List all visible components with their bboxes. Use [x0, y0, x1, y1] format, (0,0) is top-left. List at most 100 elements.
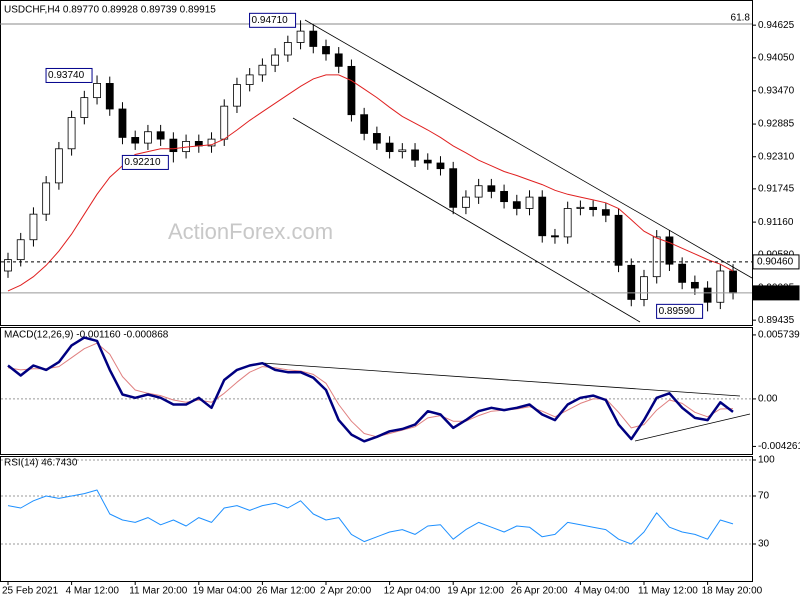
channel-line	[292, 117, 641, 323]
candle-body	[334, 53, 343, 67]
x-tick-label: 4 Mar 12:00	[66, 586, 120, 597]
callout-label: 0.94710	[252, 15, 289, 26]
y-tick-label: 0.91160	[758, 217, 794, 228]
x-tick-label: 11 May 12:00	[638, 586, 698, 597]
candle-body	[258, 64, 267, 76]
chart-title: USDCHF,H4 0.89770 0.89928 0.89739 0.8991…	[4, 5, 216, 16]
candle-body	[144, 131, 152, 144]
y-tick-label: 0.93470	[758, 85, 795, 96]
candle-body	[512, 201, 521, 209]
candle-body	[360, 114, 369, 134]
candle-body	[551, 235, 559, 238]
y-tick-label: 0.005739	[758, 330, 800, 341]
candle-body	[627, 264, 636, 300]
candle-body	[538, 196, 547, 237]
price-panel	[0, 0, 753, 326]
candle-body	[398, 149, 407, 153]
candle-body	[500, 191, 508, 203]
candle-body	[309, 30, 318, 47]
candle-body	[54, 148, 63, 184]
x-tick-label: 19 Apr 12:00	[447, 586, 504, 597]
candle-body	[131, 137, 140, 144]
macd-title: MACD(12,26,9) -0.001160 -0.000868	[4, 330, 169, 341]
candle-body	[220, 105, 229, 140]
candle-body	[29, 213, 38, 241]
level-label: 0.90460	[757, 257, 794, 268]
callout-box	[45, 67, 93, 83]
level-box	[752, 254, 800, 270]
x-tick-label: 11 Mar 20:00	[129, 586, 188, 597]
y-tick-label: 0.92310	[758, 151, 795, 162]
candle-body	[462, 196, 470, 208]
x-tick-label: 25 Feb 2021	[2, 586, 59, 597]
macd-panel	[0, 327, 753, 455]
y-tick-label: 100	[758, 455, 775, 466]
y-tick-label: 0.00	[758, 394, 778, 405]
candle-body	[690, 281, 699, 289]
candle-body	[118, 108, 127, 138]
callout-box	[656, 303, 704, 319]
candle-body	[576, 206, 585, 209]
candle-body	[80, 97, 89, 118]
candle-body	[716, 270, 725, 303]
y-tick-label: 0.92885	[758, 119, 795, 130]
y-tick-label: 30	[758, 539, 770, 550]
x-tick-label: 12 Apr 04:00	[384, 586, 441, 597]
x-tick-label: 26 Apr 20:00	[511, 586, 568, 597]
callout-box	[121, 154, 169, 170]
candle-body	[411, 149, 419, 161]
candle-body	[729, 270, 737, 294]
watermark: ActionForex.com	[168, 219, 333, 244]
candle-body	[589, 206, 598, 211]
candle-body	[614, 214, 623, 266]
candle-body	[322, 46, 330, 55]
candle-body	[283, 42, 292, 56]
rsi-panel	[0, 456, 753, 582]
y-tick-label: 0.94050	[758, 52, 795, 63]
callout-label: 0.93740	[48, 70, 85, 81]
indicator-line	[7, 336, 734, 443]
candle-body	[207, 138, 216, 147]
candle-body	[449, 168, 458, 208]
candle-body	[233, 84, 241, 107]
y-tick-label: -0.004261	[758, 441, 800, 452]
candle-body	[347, 65, 356, 116]
candle-body	[169, 138, 178, 153]
level-label: 0.89915	[757, 288, 794, 299]
candle-body	[271, 54, 280, 66]
y-tick-label: 0.89435	[758, 315, 795, 326]
candle-body	[474, 185, 483, 198]
y-tick-label: 0.94625	[758, 20, 795, 31]
candle-body	[156, 131, 165, 140]
channel-line	[304, 19, 753, 279]
trend-line	[261, 362, 741, 397]
candle-body	[563, 208, 572, 238]
y-tick-label: 70	[758, 491, 770, 502]
candle-body	[703, 287, 712, 303]
candle-body	[105, 83, 114, 110]
level-box	[752, 285, 800, 301]
candle-body	[436, 162, 445, 170]
candle-body	[372, 133, 381, 144]
indicator-line	[7, 489, 734, 545]
fib-label: 61.8	[731, 13, 751, 24]
callout-label: 0.89590	[659, 306, 696, 317]
candle-body	[678, 263, 687, 283]
x-tick-label: 18 May 20:00	[702, 586, 763, 597]
candle-body	[385, 142, 394, 153]
candle-body	[665, 236, 674, 265]
indicator-line	[7, 342, 734, 438]
x-tick-label: 2 Apr 20:00	[320, 586, 372, 597]
candle-body	[296, 30, 305, 43]
candle-body	[487, 185, 496, 192]
candle-body	[42, 182, 51, 215]
rsi-title: RSI(14) 46.7430	[4, 458, 78, 469]
candle-body	[67, 117, 76, 150]
y-tick-label: 0.91745	[758, 184, 795, 195]
x-tick-label: 26 Mar 12:00	[256, 586, 315, 597]
candle-body	[640, 276, 648, 300]
candle-body	[601, 209, 610, 216]
candle-body	[93, 83, 101, 99]
x-tick-label: 19 Mar 04:00	[193, 586, 252, 597]
